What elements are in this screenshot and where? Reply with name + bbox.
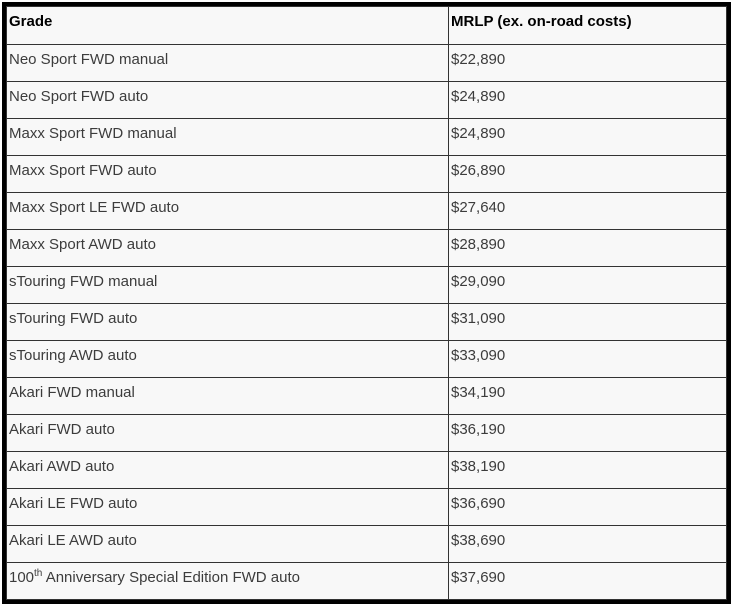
grade-cell: sTouring AWD auto xyxy=(6,340,449,378)
table-row: Akari LE AWD auto $38,690 xyxy=(6,525,727,563)
price-table: Grade MRLP (ex. on-road costs) Neo Sport… xyxy=(6,6,727,600)
price-cell: $29,090 xyxy=(448,266,727,304)
grade-cell: Akari FWD auto xyxy=(6,414,449,452)
table-row: Maxx Sport FWD manual $24,890 xyxy=(6,118,727,156)
grade-text-rest: Anniversary Special Edition FWD auto xyxy=(42,569,300,586)
table-row: Akari FWD auto $36,190 xyxy=(6,414,727,452)
grade-cell: sTouring FWD auto xyxy=(6,303,449,341)
grade-cell: sTouring FWD manual xyxy=(6,266,449,304)
price-cell: $27,640 xyxy=(448,192,727,230)
column-header-mrlp: MRLP (ex. on-road costs) xyxy=(448,6,727,45)
table-row: Akari AWD auto $38,190 xyxy=(6,451,727,489)
price-cell: $36,690 xyxy=(448,488,727,526)
grade-cell: Akari AWD auto xyxy=(6,451,449,489)
grade-cell: Akari FWD manual xyxy=(6,377,449,415)
table-row: 100th Anniversary Special Edition FWD au… xyxy=(6,562,727,600)
header-row: Grade MRLP (ex. on-road costs) xyxy=(6,6,727,45)
table-row: Maxx Sport LE FWD auto $27,640 xyxy=(6,192,727,230)
price-cell: $28,890 xyxy=(448,229,727,267)
price-cell: $31,090 xyxy=(448,303,727,341)
grade-cell: Akari LE AWD auto xyxy=(6,525,449,563)
table-row: Maxx Sport FWD auto $26,890 xyxy=(6,155,727,193)
grade-cell: Maxx Sport AWD auto xyxy=(6,229,449,267)
grade-cell: Neo Sport FWD auto xyxy=(6,81,449,119)
table-row: Maxx Sport AWD auto $28,890 xyxy=(6,229,727,267)
column-header-grade: Grade xyxy=(6,6,449,45)
table-row: Akari FWD manual $34,190 xyxy=(6,377,727,415)
price-cell: $33,090 xyxy=(448,340,727,378)
price-cell: $38,690 xyxy=(448,525,727,563)
price-cell: $24,890 xyxy=(448,118,727,156)
grade-ordinal-superscript: th xyxy=(34,568,43,579)
grade-text-base: 100 xyxy=(9,569,35,586)
grade-cell: Akari LE FWD auto xyxy=(6,488,449,526)
table-row: Neo Sport FWD manual $22,890 xyxy=(6,44,727,82)
grade-cell: Maxx Sport LE FWD auto xyxy=(6,192,449,230)
table-row: Neo Sport FWD auto $24,890 xyxy=(6,81,727,119)
grade-cell: Maxx Sport FWD manual xyxy=(6,118,449,156)
price-cell: $26,890 xyxy=(448,155,727,193)
price-cell: $24,890 xyxy=(448,81,727,119)
price-cell: $22,890 xyxy=(448,44,727,82)
grade-cell: Maxx Sport FWD auto xyxy=(6,155,449,193)
price-cell: $37,690 xyxy=(448,562,727,600)
table-row: Akari LE FWD auto $36,690 xyxy=(6,488,727,526)
price-cell: $34,190 xyxy=(448,377,727,415)
table-row: sTouring FWD auto $31,090 xyxy=(6,303,727,341)
grade-cell: Neo Sport FWD manual xyxy=(6,44,449,82)
table-row: sTouring FWD manual $29,090 xyxy=(6,266,727,304)
table-row: sTouring AWD auto $33,090 xyxy=(6,340,727,378)
grade-cell: 100th Anniversary Special Edition FWD au… xyxy=(6,562,449,600)
price-cell: $36,190 xyxy=(448,414,727,452)
price-cell: $38,190 xyxy=(448,451,727,489)
